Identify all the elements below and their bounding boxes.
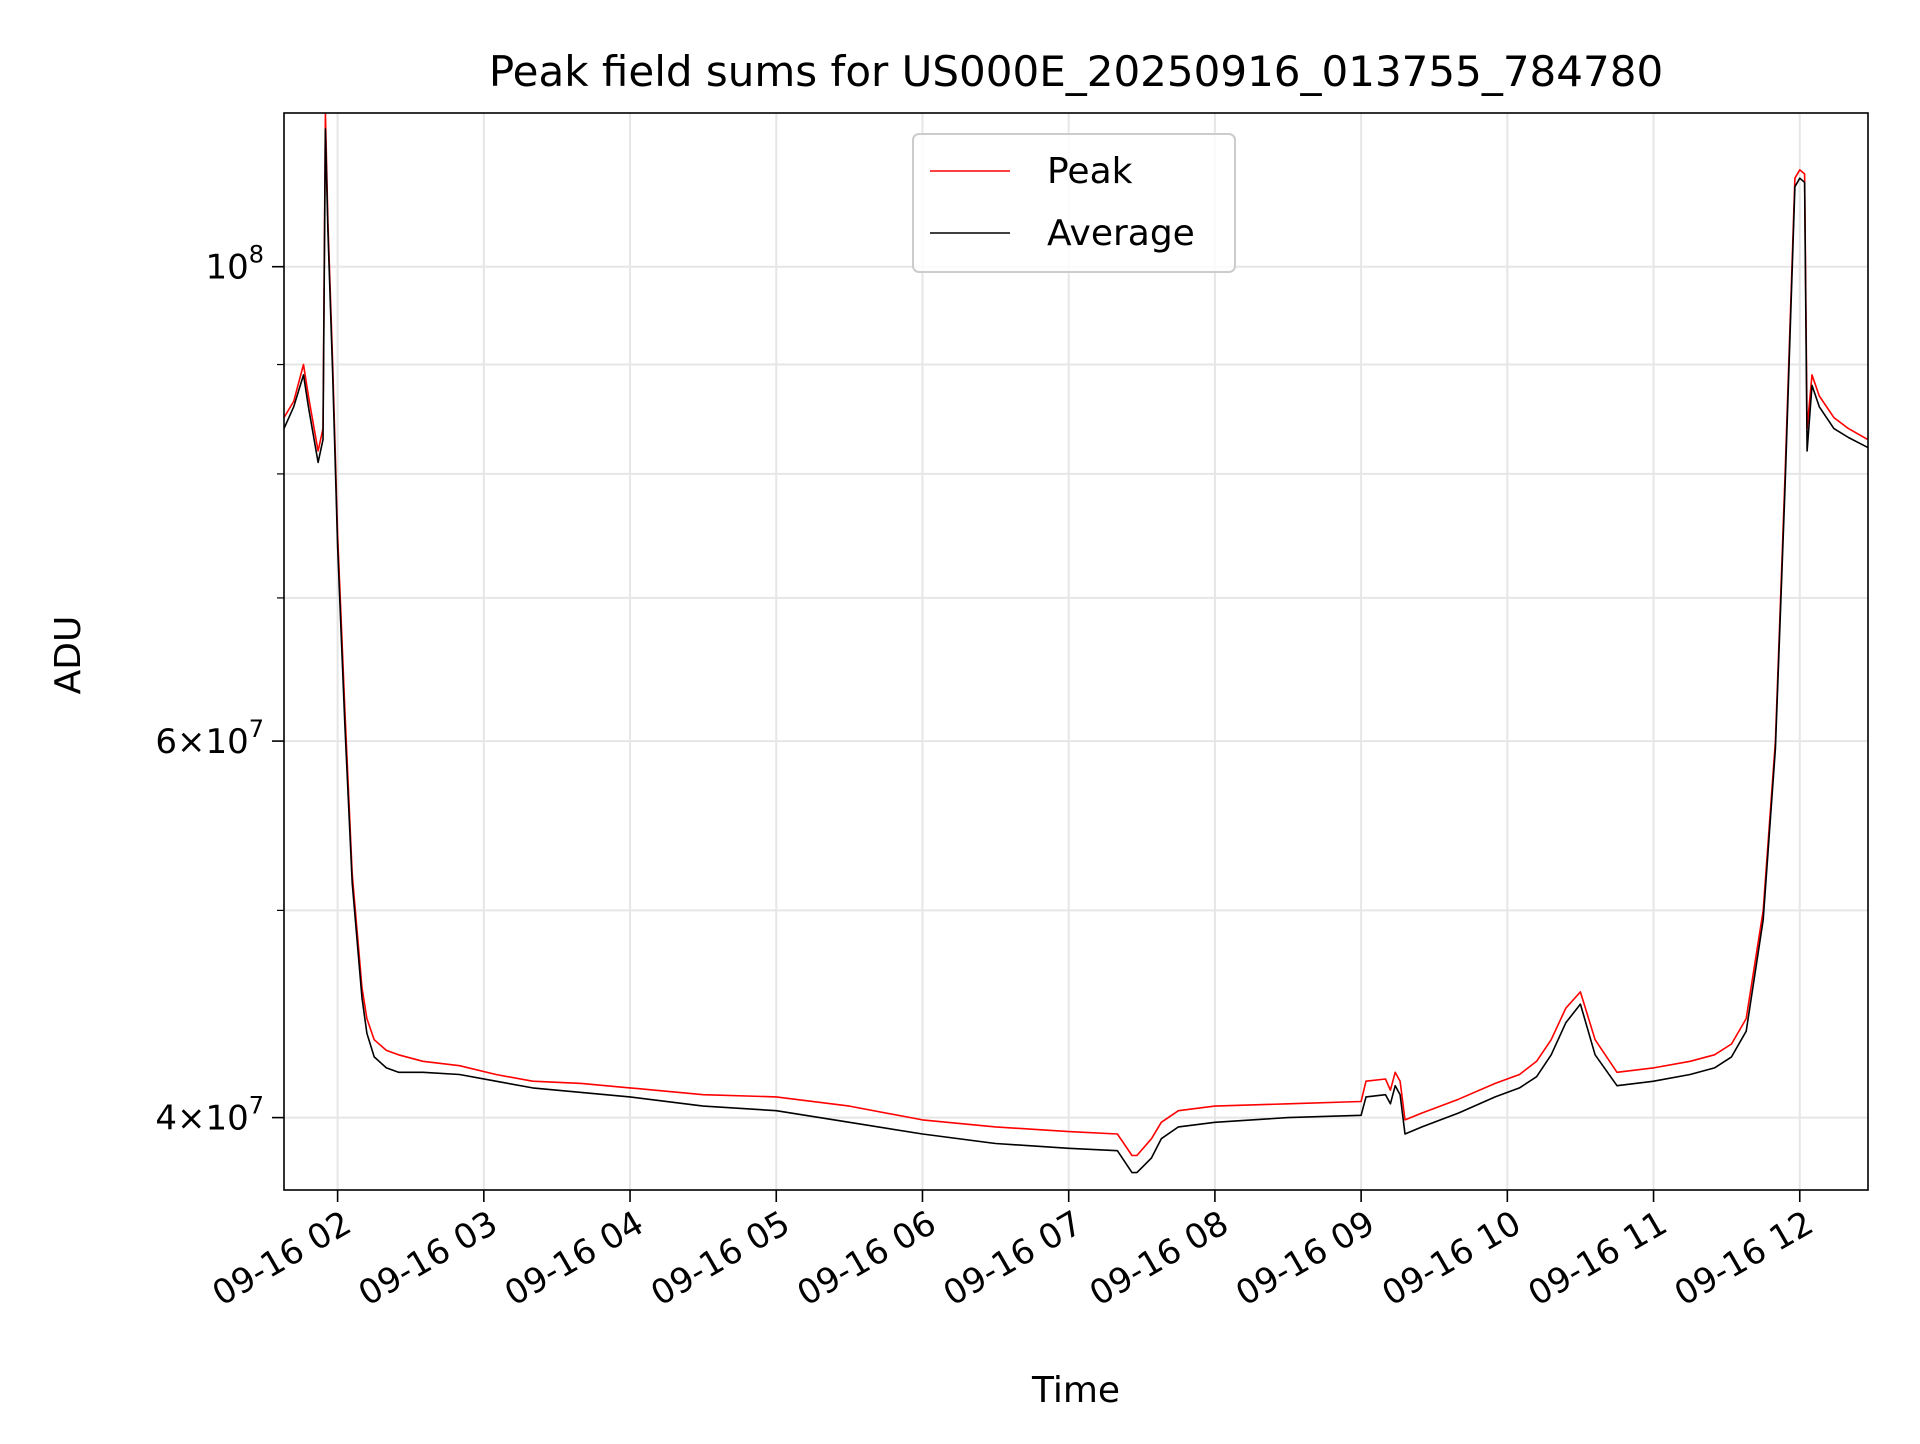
grid-lines	[284, 113, 1868, 1190]
axes-frame	[283, 112, 1869, 1191]
legend-label-peak: Peak	[1047, 151, 1133, 192]
y-tick-label: 108	[205, 241, 264, 288]
chart-title: Peak field sums for US000E_20250916_0137…	[489, 47, 1663, 96]
series-lines	[284, 113, 1868, 1174]
legend-label-average: Average	[1047, 213, 1195, 254]
y-axis-label: ADU	[48, 616, 89, 695]
legend: Peak Average	[912, 133, 1236, 273]
legend-box	[912, 133, 1236, 273]
x-axis-label: Time	[1031, 1370, 1120, 1411]
series-line-average	[284, 128, 1868, 1174]
series-line-peak	[284, 113, 1868, 1157]
y-tick-label: 4×107	[155, 1092, 264, 1139]
y-tick-label: 6×107	[155, 715, 264, 762]
